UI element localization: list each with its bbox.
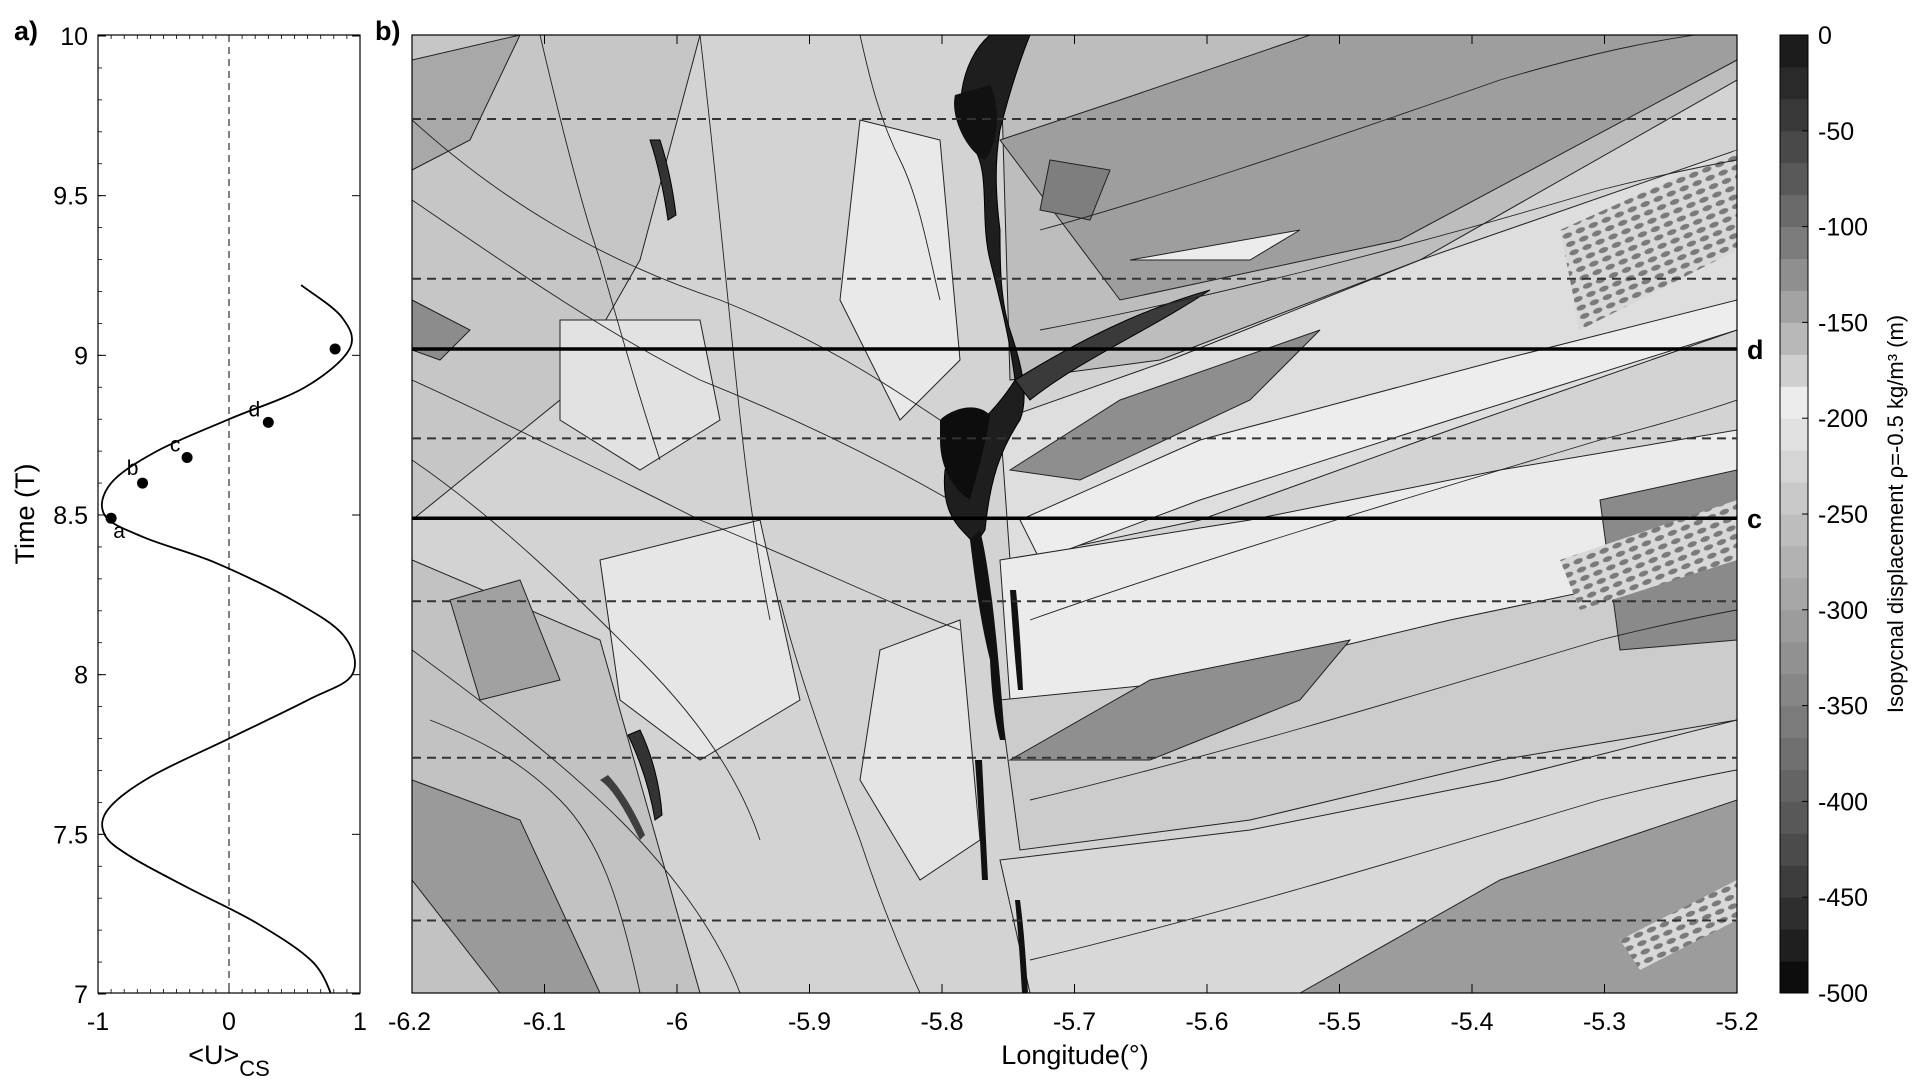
y-tick-label: 8 <box>74 662 88 690</box>
x-tick-label: -5.4 <box>1450 1008 1493 1036</box>
colorbar-band <box>1780 354 1808 386</box>
colorbar-band <box>1780 35 1808 67</box>
x-tick-label: -5.8 <box>920 1008 963 1036</box>
x-tick-label: -5.2 <box>1715 1008 1758 1036</box>
contour-field <box>412 30 1737 993</box>
marker-point <box>182 452 193 463</box>
colorbar-tick-labels: 0 -50 -100 -150 -200 -250 -300 -350 -400 -450 -500 <box>1802 22 1868 1008</box>
colorbar-band <box>1780 961 1808 993</box>
colorbar-tick-label: -50 <box>1818 118 1854 146</box>
colorbar-band <box>1780 514 1808 546</box>
colorbar-tick-label: -200 <box>1818 405 1868 433</box>
panel-a-x-axis-label: <U>CS <box>188 1040 270 1081</box>
colorbar-band <box>1780 801 1808 833</box>
colorbar-band <box>1780 227 1808 259</box>
colorbar-tick-label: -150 <box>1818 309 1868 337</box>
colorbar-band <box>1780 418 1808 450</box>
panel-a-x-axis-label-main: <U> <box>188 1040 239 1070</box>
solid-line-label: d <box>1747 335 1764 365</box>
colorbar-band <box>1780 897 1808 929</box>
marker-label: c <box>170 434 181 457</box>
colorbar-tick-label: -500 <box>1818 980 1868 1008</box>
colorbar-band <box>1780 578 1808 610</box>
marker-point <box>137 478 148 489</box>
x-tick-label: -6.1 <box>523 1008 566 1036</box>
x-tick-label: -5.5 <box>1318 1008 1361 1036</box>
colorbar-band <box>1780 546 1808 578</box>
y-tick-label: 9 <box>74 342 88 370</box>
marker-point <box>330 343 341 354</box>
colorbar-band <box>1780 386 1808 418</box>
colorbar-band <box>1780 99 1808 131</box>
panel-a: a) a b c d -1 0 1 7 7.5 8 8.5 9 9.5 10 Time (T) <U>… <box>10 16 367 1081</box>
colorbar-tick-label: -250 <box>1818 501 1868 529</box>
colorbar-tick-label: -450 <box>1818 884 1868 912</box>
y-tick-label: 7.5 <box>53 821 88 849</box>
marker-point <box>263 417 274 428</box>
x-tick-label: -5.3 <box>1583 1008 1626 1036</box>
x-tick-label: -1 <box>87 1008 109 1036</box>
colorbar-tick-label: -300 <box>1818 597 1868 625</box>
x-tick-label: 1 <box>353 1008 367 1036</box>
x-tick-label: -5.9 <box>788 1008 831 1036</box>
marker-label: a <box>113 520 125 543</box>
colorbar-band <box>1780 67 1808 99</box>
x-tick-label: -5.6 <box>1185 1008 1228 1036</box>
x-tick-label: 0 <box>222 1008 236 1036</box>
panel-b-x-axis-label: Longitude(°) <box>1001 1040 1148 1070</box>
colorbar-band <box>1780 674 1808 706</box>
colorbar-label: Isopycnal displacement ρ=-0.5 kg/m³ (m) <box>1883 315 1908 713</box>
colorbar-tick-label: -350 <box>1818 693 1868 721</box>
colorbar-band <box>1780 833 1808 865</box>
colorbar-band <box>1780 259 1808 291</box>
colorbar: 0 -50 -100 -150 -200 -250 -300 -350 -400 -450 -500… <box>1780 22 1908 1008</box>
colorbar-band <box>1780 610 1808 642</box>
panel-a-x-axis-label-sub: CS <box>239 1056 270 1081</box>
colorbar-band <box>1780 163 1808 195</box>
colorbar-band <box>1780 865 1808 897</box>
colorbar-band <box>1780 929 1808 961</box>
y-tick-label: 7 <box>74 981 88 1009</box>
colorbar-band <box>1780 769 1808 801</box>
panel-a-label: a) <box>14 16 38 46</box>
marker-label: b <box>127 457 139 480</box>
colorbar-band <box>1780 322 1808 354</box>
panel-b-label: b) <box>375 16 400 46</box>
y-tick-label: 9.5 <box>53 183 88 211</box>
x-tick-label: -6.2 <box>388 1008 431 1036</box>
y-tick-label: 8.5 <box>53 502 88 530</box>
colorbar-band <box>1780 738 1808 770</box>
colorbar-band <box>1780 642 1808 674</box>
colorbar-tick-label: 0 <box>1818 22 1832 50</box>
x-tick-label: -6 <box>666 1008 688 1036</box>
colorbar-band <box>1780 195 1808 227</box>
panel-a-y-axis-label: Time (T) <box>10 464 40 565</box>
colorbar-tick-label: -100 <box>1818 214 1868 242</box>
colorbar-band <box>1780 290 1808 322</box>
marker-label: d <box>248 398 260 421</box>
colorbar-band <box>1780 706 1808 738</box>
y-tick-label: 10 <box>60 23 88 51</box>
colorbar-band <box>1780 131 1808 163</box>
colorbar-band <box>1780 450 1808 482</box>
colorbar-band <box>1780 482 1808 514</box>
solid-line-label: c <box>1747 504 1762 534</box>
panel-b: b) <box>375 16 1764 1070</box>
panel-a-axes-box <box>98 35 360 993</box>
x-tick-label: -5.7 <box>1053 1008 1096 1036</box>
colorbar-tick-label: -400 <box>1818 788 1868 816</box>
